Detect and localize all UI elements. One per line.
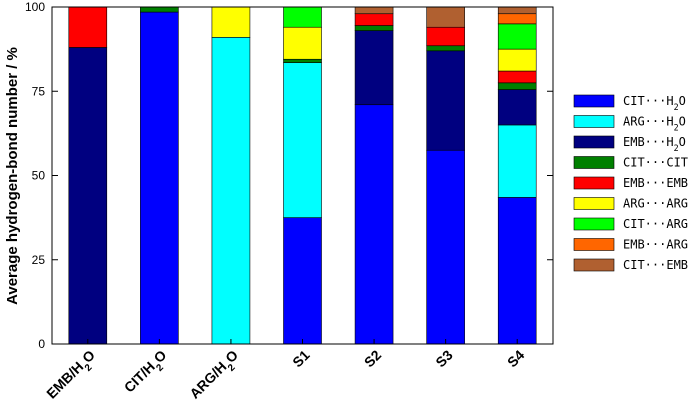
bar-segment: [497, 48, 537, 72]
bar-segment: [283, 26, 322, 60]
bar-segment: [497, 124, 537, 198]
x-tick-label-group: CIT/H2O: [121, 347, 174, 400]
x-tick-label-group: S2: [361, 347, 385, 371]
x-tick-label-group: ARG/H2O: [186, 347, 245, 406]
bar-segment: [354, 6, 394, 15]
bar-segment: [140, 11, 179, 345]
legend-label: EMB···EMB: [623, 176, 688, 190]
legend-label: ARG···H2O: [623, 115, 686, 133]
y-tick-label: 100: [25, 0, 45, 14]
bar-segment: [426, 45, 465, 52]
legend-label: ARG···ARG: [623, 197, 688, 211]
x-tick-label: S4: [504, 347, 528, 371]
y-tick-label: 0: [38, 337, 45, 351]
legend-label: CIT···ARG: [623, 217, 688, 231]
bar-segment: [354, 30, 394, 106]
bar-segment: [426, 6, 465, 28]
legend-swatch: [573, 94, 615, 108]
bar-segment: [497, 70, 537, 84]
y-axis-title: Average hydrogen-bond number / %: [4, 47, 21, 305]
legend-swatch: [573, 197, 615, 210]
x-tick-label-group: S1: [289, 347, 313, 371]
bar-segment: [426, 50, 465, 151]
legend-swatch: [573, 176, 615, 190]
y-axis: 0 25 50 75 100: [25, 0, 553, 351]
x-tick-label-group: EMB/H2O: [43, 347, 102, 406]
legend-swatch: [573, 217, 615, 231]
bar-segment: [497, 197, 537, 345]
x-tick-label: EMB/H2O: [43, 347, 102, 406]
x-tick-label: CIT/H2O: [121, 347, 174, 400]
bar-segment: [283, 6, 322, 28]
bar-segment: [140, 6, 179, 13]
legend-swatch: [573, 156, 615, 169]
bar-segment: [497, 6, 537, 15]
legend-swatch: [573, 115, 615, 128]
bar-segment: [283, 62, 322, 218]
legend-label: CIT···CIT: [623, 156, 688, 170]
bar-segment: [497, 13, 537, 25]
legend: CIT···H2O ARG···H2O EMB···H2O CIT···CIT EMB·…: [573, 94, 688, 272]
bar-segment: [354, 104, 394, 345]
bar-segment: [497, 23, 537, 50]
bar-segment: [68, 6, 108, 48]
legend-label: EMB···H2O: [623, 135, 686, 153]
bar-segment: [211, 37, 251, 345]
bars-group: [68, 6, 537, 345]
bar-segment: [354, 13, 394, 26]
x-tick-label: S2: [361, 347, 385, 371]
bar-segment: [426, 149, 465, 345]
y-tick-label: 50: [32, 169, 46, 183]
legend-swatch: [573, 135, 615, 149]
x-tick-label: S1: [289, 347, 313, 371]
x-tick-label-group: S3: [432, 347, 456, 371]
legend-swatch: [573, 238, 615, 251]
legend-label: CIT···H2O: [623, 94, 686, 112]
x-tick-label-group: S4: [504, 347, 528, 371]
legend-label: CIT···EMB: [623, 258, 688, 272]
bar-segment: [283, 58, 322, 63]
y-tick-label: 25: [32, 253, 46, 267]
bar-segment: [354, 25, 394, 31]
bar-segment: [497, 82, 537, 90]
y-tick-label: 75: [32, 84, 46, 98]
legend-swatch: [573, 258, 615, 272]
legend-label: EMB···ARG: [623, 238, 688, 252]
bar-segment: [211, 6, 251, 38]
bar-segment: [497, 89, 537, 126]
bar-segment: [426, 26, 465, 47]
x-tick-label: ARG/H2O: [186, 347, 245, 406]
x-tick-label: S3: [432, 347, 456, 371]
bar-segment: [68, 47, 108, 345]
bar-segment: [283, 217, 322, 345]
